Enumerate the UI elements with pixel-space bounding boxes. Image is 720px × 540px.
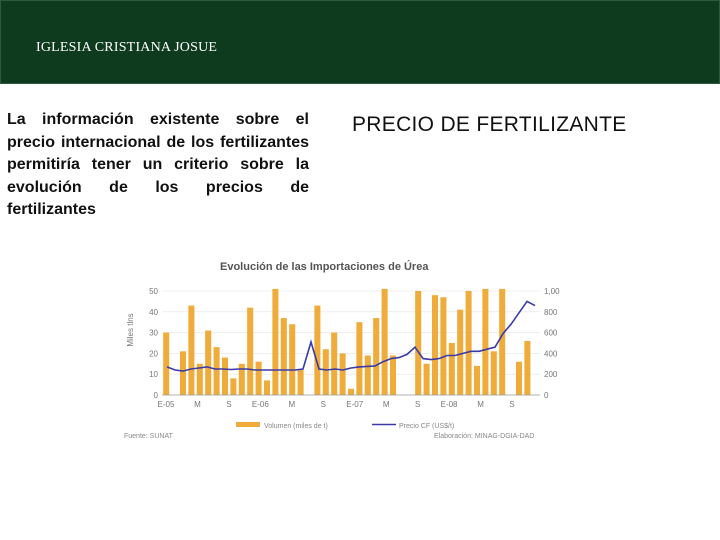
- legend-swatch-volume: [236, 422, 260, 427]
- chart-credit: Elaboración: MINAG-DGIA-DAD: [434, 433, 534, 440]
- x-tick-label: M: [477, 400, 484, 409]
- left-tick-label: 40: [149, 308, 158, 317]
- volume-bars: [163, 288, 531, 395]
- volume-bar: [247, 307, 254, 395]
- x-tick-label: M: [194, 400, 201, 409]
- volume-bar: [440, 297, 447, 395]
- volume-bar: [255, 361, 262, 395]
- volume-bar: [339, 353, 346, 395]
- right-tick-label: 0: [544, 391, 549, 400]
- header-title: IGLESIA CRISTIANA JOSUE: [36, 40, 218, 55]
- volume-bar: [515, 361, 523, 395]
- right-tick-label: 800: [544, 308, 558, 317]
- volume-bar: [482, 288, 489, 395]
- right-tick-label: 600: [544, 329, 558, 338]
- volume-bar: [499, 288, 506, 395]
- volume-bar: [381, 288, 388, 395]
- section-title: PRECIO DE FERTILIZANTE: [352, 113, 627, 136]
- volume-bar: [238, 363, 245, 395]
- volume-bar: [221, 357, 229, 395]
- x-axis-ticks: E-05 M S E-06 M S E-07 M S E-08 M S: [158, 400, 515, 409]
- left-tick-label: 50: [149, 287, 158, 296]
- volume-bar: [289, 324, 296, 395]
- volume-bar: [524, 340, 531, 395]
- body-paragraph: La información existente sobre el precio…: [7, 111, 309, 218]
- x-tick-label: E-06: [252, 400, 269, 409]
- volume-bar: [364, 355, 371, 395]
- x-tick-label: S: [415, 400, 420, 409]
- volume-bar: [347, 388, 355, 395]
- right-tick-label: 200: [544, 370, 558, 379]
- volume-bar: [448, 343, 455, 395]
- volume-bar: [272, 288, 279, 395]
- x-tick-label: S: [321, 400, 326, 409]
- x-tick-label: E-05: [158, 400, 175, 409]
- x-tick-label: M: [288, 400, 295, 409]
- price-line: [166, 300, 536, 372]
- right-axis-ticks: 1,000 800 600 400 200 0: [544, 287, 560, 400]
- volume-bar: [179, 351, 187, 395]
- urea-imports-chart: Evolución de las Importaciones de Úrea 5…: [124, 260, 560, 440]
- y-axis-label: Miles tlns: [126, 313, 135, 346]
- left-tick-label: 0: [154, 391, 159, 400]
- volume-bar: [331, 332, 338, 395]
- volume-bar: [415, 291, 422, 395]
- legend-label-volume: Volumen (miles de t): [264, 423, 328, 430]
- volume-bar: [322, 349, 329, 395]
- volume-bar: [163, 332, 170, 395]
- x-tick-label: S: [226, 400, 231, 409]
- volume-bar: [280, 318, 287, 395]
- volume-bar: [213, 347, 220, 395]
- volume-bar: [356, 322, 363, 395]
- right-tick-label: 400: [544, 349, 558, 358]
- header-bar: IGLESIA CRISTIANA JOSUE: [0, 0, 720, 84]
- volume-bar: [457, 309, 464, 395]
- left-tick-label: 20: [149, 349, 158, 358]
- volume-bar: [188, 305, 195, 395]
- chart-title: Evolución de las Importaciones de Úrea: [220, 260, 429, 273]
- volume-bar: [423, 363, 430, 395]
- volume-bar: [465, 291, 472, 395]
- left-tick-label: 10: [149, 370, 158, 379]
- volume-bar: [431, 295, 439, 395]
- legend-label-price: Precio CF (US$/t): [399, 423, 454, 430]
- chart-source: Fuente: SUNAT: [124, 433, 174, 440]
- x-tick-label: M: [383, 400, 390, 409]
- x-tick-label: S: [509, 400, 514, 409]
- volume-bar: [263, 380, 271, 395]
- volume-bar: [297, 370, 304, 395]
- right-tick-label: 1,000: [544, 287, 560, 296]
- volume-bar: [205, 330, 212, 395]
- volume-bar: [373, 318, 380, 395]
- volume-bar: [389, 355, 397, 395]
- x-tick-label: E-07: [346, 400, 363, 409]
- volume-bar: [230, 378, 237, 395]
- volume-bar: [473, 365, 481, 395]
- volume-bar: [314, 305, 321, 395]
- left-tick-label: 30: [149, 329, 158, 338]
- volume-bar: [196, 363, 203, 395]
- x-tick-label: E-08: [441, 400, 458, 409]
- left-axis-ticks: 50 40 30 20 10 0: [149, 287, 158, 400]
- volume-bar: [490, 351, 497, 395]
